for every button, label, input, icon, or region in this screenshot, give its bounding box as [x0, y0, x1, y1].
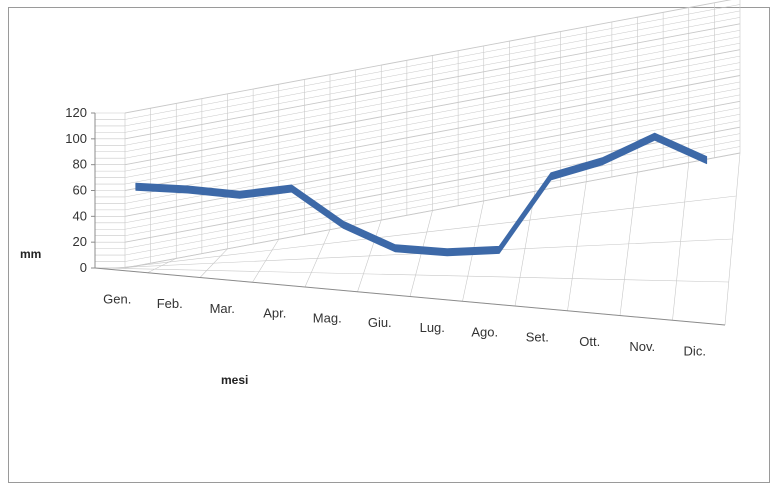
- y-tick-label: 120: [65, 105, 87, 120]
- x-tick-label: Set.: [526, 329, 549, 344]
- y-tick-label: 40: [73, 208, 87, 223]
- y-tick-label: 0: [80, 260, 87, 275]
- y-axis-label: mm: [20, 247, 41, 261]
- x-axis-line: [94, 267, 726, 326]
- x-tick-label: Lug.: [420, 320, 445, 335]
- floor-gridline: [117, 195, 737, 269]
- x-tick-label: Apr.: [263, 306, 286, 321]
- floor-gridline: [102, 267, 729, 283]
- x-axis-label: mesi: [221, 373, 248, 387]
- x-tick-label: Mar.: [210, 301, 235, 316]
- series-ribbon: [135, 132, 708, 257]
- x-tick-labels: Gen. Feb. Mar. Apr. Mag. Giu. Lug. Ago. Set. Ott.…: [103, 291, 706, 358]
- x-tick-label: Ott.: [579, 334, 600, 349]
- series-line: [135, 132, 708, 257]
- x-tick-label: Giu.: [368, 315, 392, 330]
- y-tick-label: 100: [65, 131, 87, 146]
- y-tick-label: 80: [73, 157, 87, 172]
- floor-gridline: [124, 152, 741, 269]
- y-tick-label: 60: [73, 183, 87, 198]
- x-tick-label: Feb.: [157, 296, 183, 311]
- x-tick-label: Ago.: [471, 325, 498, 340]
- x-tick-label: Gen.: [103, 291, 131, 306]
- x-tick-label: Mag.: [313, 310, 342, 325]
- y-tick-label: 20: [73, 234, 87, 249]
- x-tick-label: Nov.: [629, 339, 655, 354]
- chart-grid: [94, 0, 741, 326]
- y-tick-labels: 0 20 40 60 80 100 120: [65, 105, 95, 275]
- x-tick-label: Dic.: [684, 344, 706, 359]
